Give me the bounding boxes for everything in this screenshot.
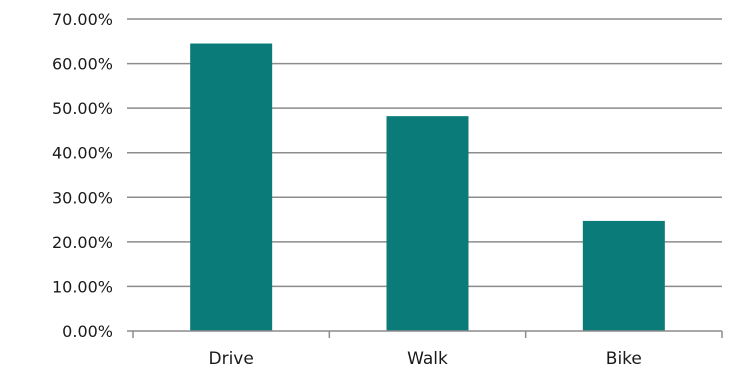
y-tick-label: 70.00% [52,10,113,29]
x-category-label: Drive [209,349,254,369]
y-tick-label: 30.00% [52,188,113,207]
y-tick-label: 40.00% [52,144,113,163]
y-tick-label: 50.00% [52,99,113,118]
x-category-label: Bike [606,349,642,369]
x-axis-category-labels: Drive Walk Bike [209,349,642,369]
y-tick-label: 10.00% [52,277,113,296]
y-tick-label: 60.00% [52,55,113,74]
bar-drive [190,43,273,332]
bar-walk [386,116,469,331]
x-axis [127,330,723,338]
y-axis-tick-labels: 0.00% 10.00% 20.00% 30.00% 40.00% 50.00% 60.00… [52,10,113,341]
y-tick-label: 0.00% [62,322,113,341]
bars [190,43,665,332]
bar-bike [582,220,665,331]
x-category-label: Walk [407,349,448,369]
y-tick-label: 20.00% [52,233,113,252]
